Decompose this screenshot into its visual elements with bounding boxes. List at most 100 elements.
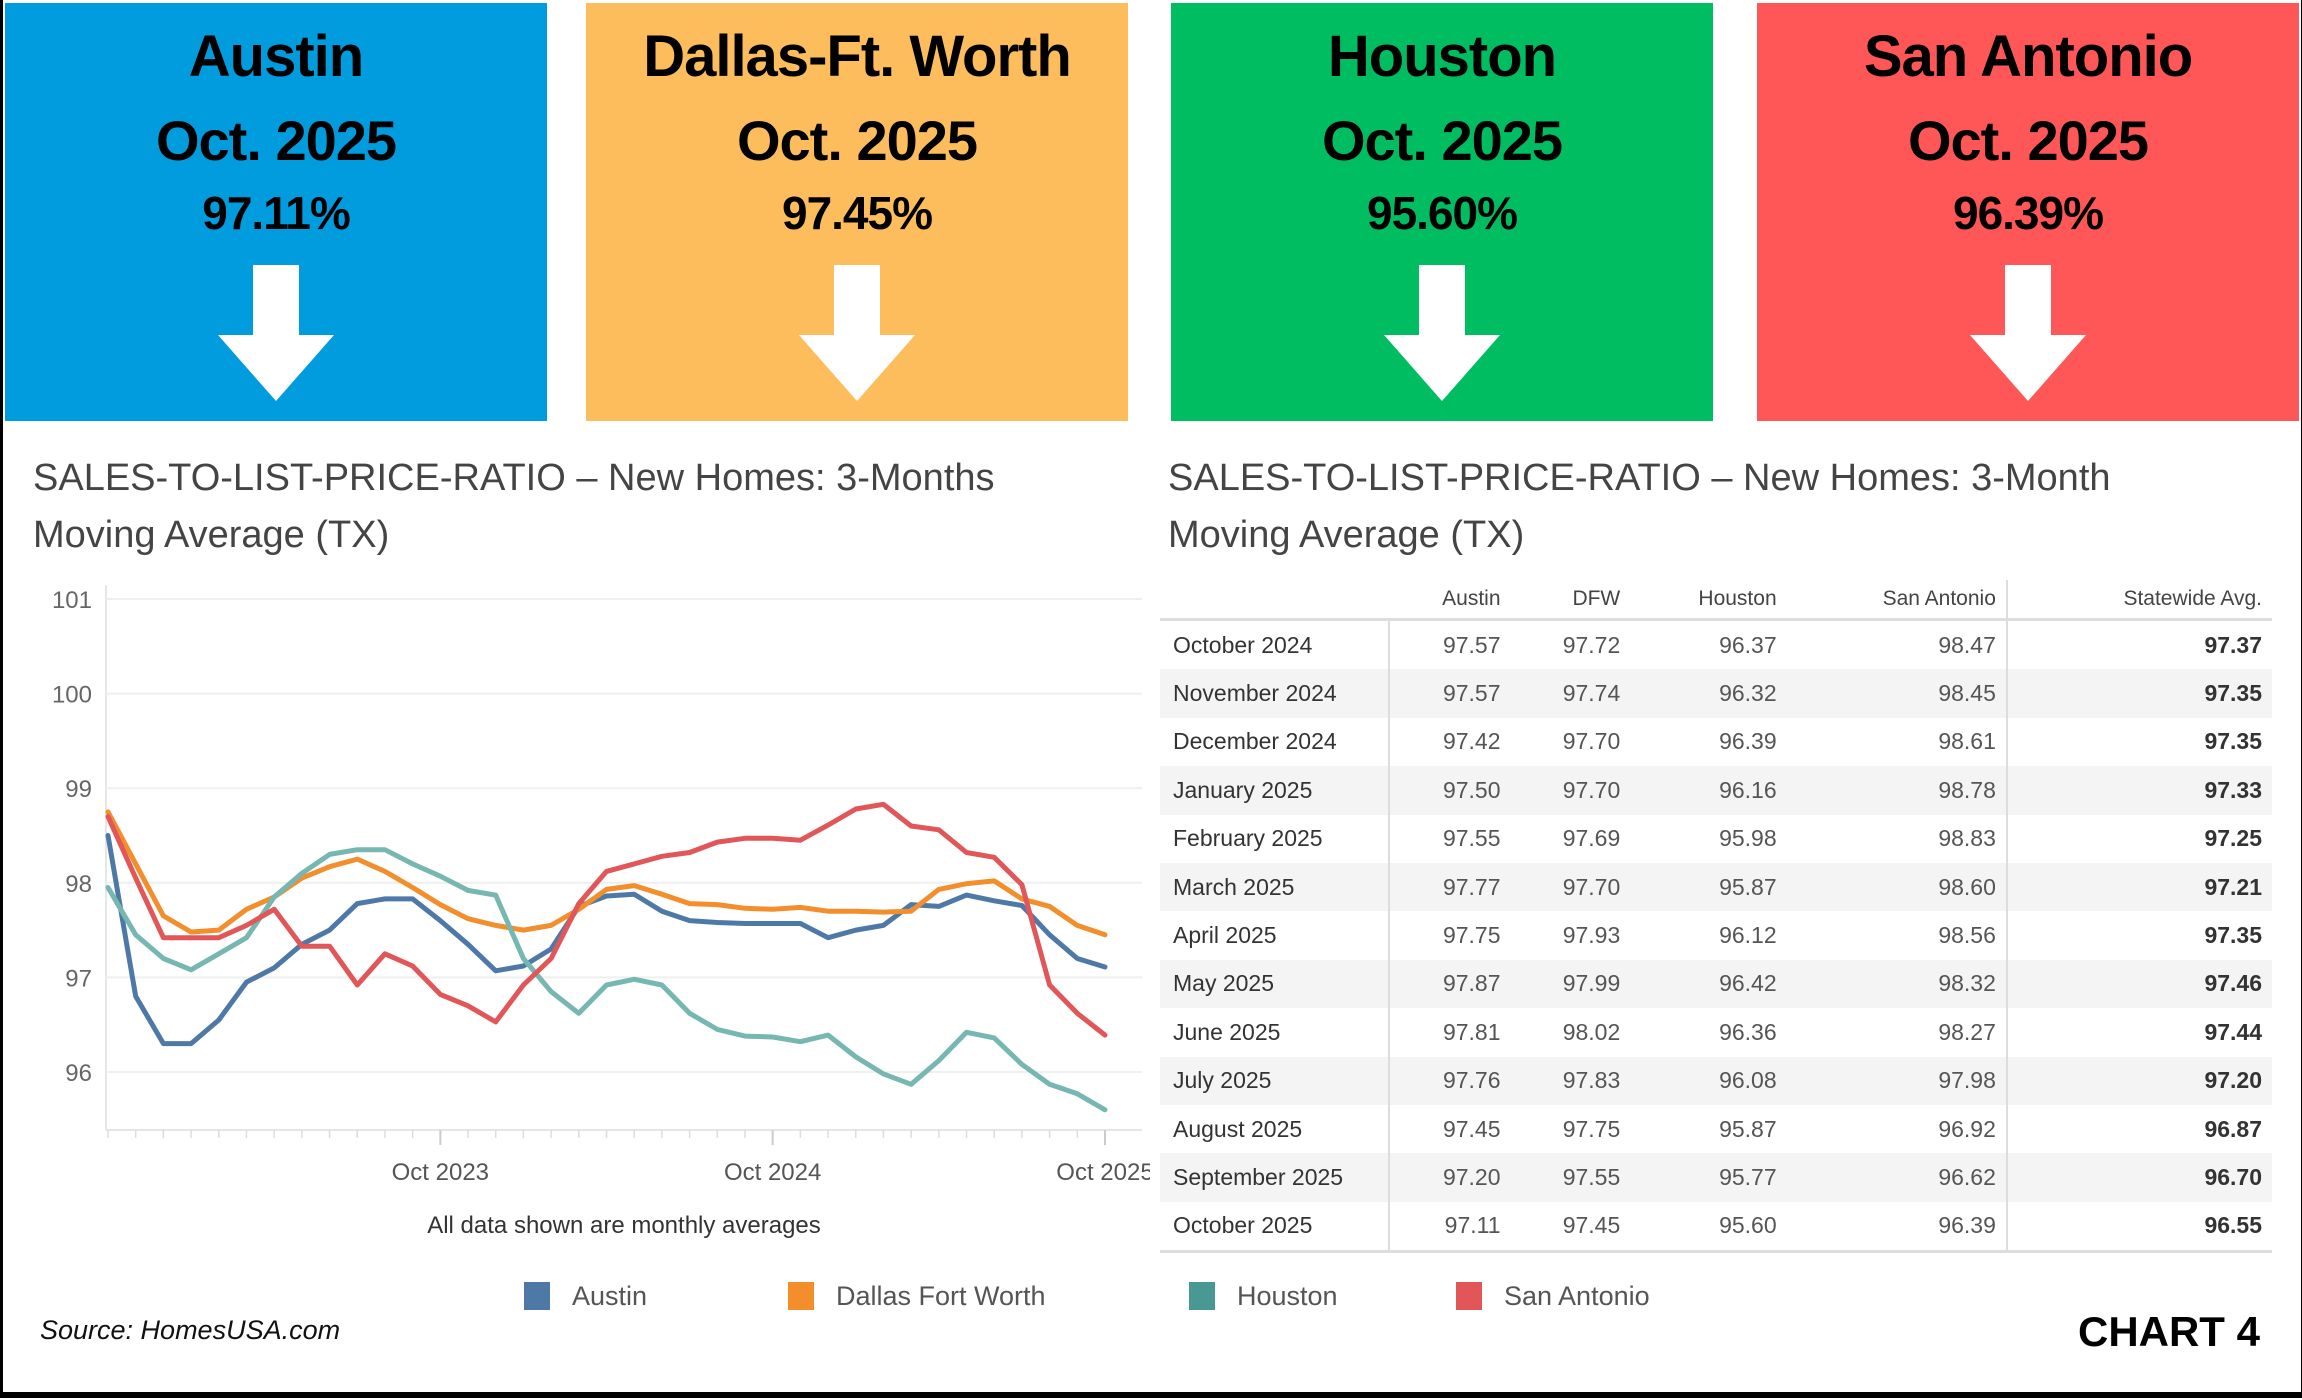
table-cell: 97.72: [1562, 631, 1621, 658]
table-cell: 97.45: [1442, 1115, 1501, 1142]
row-label: December 2024: [1160, 717, 1390, 767]
table-row: April 2025 97.75 97.93 96.12 98.56 97.35: [1160, 911, 2272, 960]
legend-swatch: [1456, 1282, 1482, 1310]
tile-date: Oct. 2025: [1907, 109, 2149, 172]
table-cell: 97.93: [1562, 922, 1621, 949]
table-cell: 96.39: [1786, 1201, 2007, 1254]
table-cell: 96.92: [1938, 1115, 1996, 1142]
column-header: Houston: [1630, 580, 1787, 621]
table-cell: 98.45: [1786, 669, 2007, 718]
table-row: September 2025 97.20 97.55 95.77 96.62 96.70: [1160, 1153, 2272, 1202]
table-row: March 2025 97.77 97.70 95.87 98.60 97.21: [1160, 862, 2272, 912]
table-cell: 98.60: [1786, 862, 2007, 912]
y-tick-label: 101: [52, 587, 92, 614]
tile-date: Oct. 2025: [736, 109, 978, 172]
table-cell: 97.98: [1786, 1056, 2007, 1105]
series-line-houston: [105, 847, 1108, 1113]
table-cell: 98.02: [1562, 1018, 1621, 1045]
table-cell: 96.16: [1630, 766, 1787, 815]
tile-city: San Antonio: [1863, 24, 2193, 89]
tile-city: Dallas-Ft. Worth: [643, 24, 1072, 89]
table-cell: 97.42: [1442, 728, 1501, 755]
column-header: [1160, 580, 1389, 621]
chart-note: All data shown are monthly averages: [427, 1212, 821, 1239]
legend-label: Houston: [1237, 1280, 1338, 1311]
table-cell: 95.60: [1630, 1201, 1787, 1254]
line-chart: 96 97 98 99 100 101 Oct 2023 Oct 2024 Oct 2025: [52, 585, 1150, 1186]
y-tick-label: 99: [65, 776, 92, 803]
metric-tile: Houston Oct. 2025 95.60%: [1171, 3, 1713, 421]
row-label: June 2025: [1160, 1008, 1390, 1057]
table-cell: 96.36: [1719, 1018, 1777, 1045]
legend-swatch: [1189, 1282, 1215, 1310]
row-label: November 2024: [1160, 669, 1390, 718]
table-row: February 2025 97.55 97.69 95.98 98.83 97.25: [1160, 814, 2272, 863]
legend-swatch: [524, 1282, 550, 1310]
table-cell: 96.70: [2005, 1153, 2272, 1202]
table-cell: 98.47: [1938, 631, 1996, 658]
arrow-down-icon: [799, 265, 915, 401]
table-cell: 97.70: [1562, 728, 1621, 755]
arrow-down-icon: [1384, 265, 1500, 401]
table-cell: 98.78: [1786, 766, 2007, 815]
table-cell: 96.32: [1630, 669, 1787, 718]
table-cell: 97.87: [1389, 959, 1511, 1009]
metric-tile: Dallas-Ft. Worth Oct. 2025 97.45%: [586, 3, 1128, 421]
table-cell: 96.62: [1786, 1153, 2007, 1202]
table-cell: 97.77: [1389, 862, 1511, 912]
tile-date: Oct. 2025: [155, 109, 397, 172]
table-cell: 96.08: [1630, 1056, 1787, 1105]
x-tick-label: Oct 2025: [1056, 1159, 1150, 1186]
y-tick-label: 97: [65, 965, 92, 992]
table-cell: 97.37: [2005, 619, 2272, 670]
tile-value: 97.45%: [781, 187, 933, 239]
table-cell: 97.74: [1510, 669, 1631, 718]
row-label: August 2025: [1160, 1104, 1390, 1154]
source-text: Source: HomesUSA.com: [40, 1315, 341, 1345]
legend-label: Austin: [572, 1280, 648, 1311]
table-row: July 2025 97.76 97.83 96.08 97.98 97.20: [1160, 1056, 2272, 1105]
legend-item-san-antonio: San Antonio: [1456, 1280, 1650, 1312]
table-cell: 97.75: [1442, 922, 1501, 949]
y-tick-label: 100: [52, 682, 92, 709]
legend-item-dfw: Dallas Fort Worth: [788, 1280, 1046, 1312]
table-cell: 97.21: [2005, 862, 2272, 912]
tile-value: 95.60%: [1366, 187, 1518, 239]
right-title-line-2: Moving Average (TX): [1168, 514, 1525, 556]
table-cell: 96.37: [1719, 631, 1777, 658]
table-cell: 96.87: [2005, 1104, 2272, 1154]
table-cell: 97.45: [1510, 1201, 1631, 1254]
table-row: January 2025 97.50 97.70 96.16 98.78 97.33: [1160, 766, 2272, 815]
left-title-line-1: SALES-TO-LIST-PRICE-RATIO – New Homes: 3…: [33, 457, 995, 499]
table-row: November 2024 97.57 97.74 96.32 98.45 97.35: [1160, 669, 2272, 718]
tile-city: Austin: [188, 24, 364, 89]
y-tick-label: 98: [65, 871, 92, 898]
table-cell: 95.87: [1719, 1115, 1777, 1142]
table-cell: 97.99: [1510, 959, 1631, 1009]
table-cell: 98.27: [1938, 1018, 1996, 1045]
metric-tile: Austin Oct. 2025 97.11%: [5, 3, 547, 421]
table-cell: 97.70: [1510, 766, 1631, 815]
series-line-san-antonio: [105, 801, 1108, 1038]
table-cell: 98.83: [1938, 825, 1996, 852]
row-label: March 2025: [1160, 862, 1390, 912]
table-cell: 97.57: [1442, 631, 1501, 658]
data-table: Austin DFW Houston San Antonio Statewide Avg…: [1160, 580, 2272, 1254]
table-header-row: Austin DFW Houston San Antonio Statewide Avg…: [1160, 580, 2272, 621]
row-label: May 2025: [1160, 959, 1390, 1009]
table-row: December 2024 97.42 97.70 96.39 98.61 97.35: [1160, 717, 2272, 767]
legend-item-houston: Houston: [1189, 1280, 1338, 1312]
table-row: October 2024 97.57 97.72 96.37 98.47 97.37: [1160, 619, 2272, 670]
table-cell: 97.35: [2005, 669, 2272, 718]
table-cell: 96.42: [1630, 959, 1787, 1009]
arrow-down-icon: [1970, 265, 2086, 401]
table-cell: 97.25: [2005, 814, 2272, 863]
table-row: October 2025 97.11 97.45 95.60 96.39 96.55: [1160, 1201, 2272, 1254]
tile-date: Oct. 2025: [1321, 109, 1563, 172]
table-cell: 97.55: [1510, 1153, 1631, 1202]
table-cell: 96.12: [1719, 922, 1777, 949]
table-cell: 98.56: [1938, 922, 1996, 949]
table-cell: 97.35: [2005, 717, 2272, 767]
table-cell: 96.55: [2005, 1201, 2272, 1254]
table-cell: 95.77: [1630, 1153, 1787, 1202]
